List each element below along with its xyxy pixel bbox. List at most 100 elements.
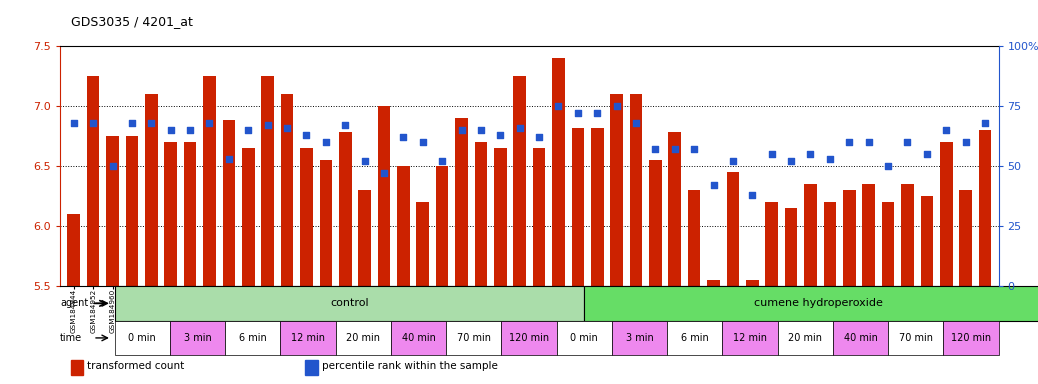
Bar — [552, 58, 565, 286]
Point — [124, 120, 140, 126]
Bar — [114, 286, 583, 321]
Bar — [668, 132, 681, 286]
Bar — [583, 286, 1038, 321]
Text: 3 min: 3 min — [184, 333, 212, 343]
Bar — [881, 202, 895, 286]
Bar — [358, 190, 371, 286]
Bar — [494, 148, 507, 286]
Text: 12 min: 12 min — [733, 333, 767, 343]
Bar — [556, 321, 611, 355]
Point — [861, 139, 877, 145]
Point — [744, 192, 761, 198]
Bar — [398, 166, 410, 286]
Point — [85, 120, 102, 126]
Bar — [106, 136, 118, 286]
Bar — [320, 160, 332, 286]
Point — [802, 151, 819, 157]
Bar — [765, 202, 778, 286]
Bar — [572, 127, 584, 286]
Bar — [184, 142, 196, 286]
Bar — [667, 321, 722, 355]
Point — [492, 132, 509, 138]
Point — [550, 103, 567, 109]
Bar — [501, 321, 556, 355]
Bar — [944, 321, 999, 355]
Point — [337, 122, 354, 128]
Bar — [170, 321, 225, 355]
Text: 120 min: 120 min — [509, 333, 549, 343]
Bar — [300, 148, 312, 286]
Point — [647, 146, 663, 152]
Bar — [889, 321, 944, 355]
Point — [240, 127, 256, 133]
Bar — [959, 190, 972, 286]
Point — [414, 139, 431, 145]
Point — [977, 120, 993, 126]
Text: 120 min: 120 min — [951, 333, 991, 343]
Point — [162, 127, 179, 133]
Point — [434, 158, 450, 164]
Bar — [921, 196, 933, 286]
Bar — [979, 130, 991, 286]
Bar — [71, 360, 83, 375]
Point — [957, 139, 974, 145]
Bar — [611, 321, 667, 355]
Text: 40 min: 40 min — [402, 333, 435, 343]
Text: 70 min: 70 min — [457, 333, 491, 343]
Bar — [67, 214, 80, 286]
Bar — [378, 106, 390, 286]
Bar — [804, 184, 817, 286]
Bar — [746, 280, 759, 286]
Bar — [722, 321, 777, 355]
Point — [628, 120, 645, 126]
Point — [822, 156, 839, 162]
Bar — [630, 94, 643, 286]
Text: 40 min: 40 min — [844, 333, 877, 343]
Point — [666, 146, 683, 152]
Bar — [203, 76, 216, 286]
Point — [589, 110, 605, 116]
Text: 6 min: 6 min — [681, 333, 709, 343]
Bar — [649, 160, 661, 286]
Bar — [514, 76, 526, 286]
Bar — [225, 321, 280, 355]
Point — [725, 158, 741, 164]
Bar — [610, 94, 623, 286]
Bar — [939, 142, 953, 286]
Bar — [591, 127, 603, 286]
Bar — [262, 76, 274, 286]
Bar — [823, 202, 837, 286]
Text: 0 min: 0 min — [129, 333, 156, 343]
Point — [512, 124, 528, 131]
Point — [570, 110, 586, 116]
Point — [260, 122, 276, 128]
Bar — [391, 321, 446, 355]
Bar — [436, 166, 448, 286]
Point — [763, 151, 780, 157]
Point — [65, 120, 82, 126]
Bar — [474, 142, 487, 286]
Bar — [688, 190, 701, 286]
Text: 20 min: 20 min — [788, 333, 822, 343]
Point — [472, 127, 489, 133]
Bar — [707, 280, 720, 286]
Point — [182, 127, 198, 133]
Bar — [532, 148, 545, 286]
Bar — [242, 148, 254, 286]
Text: 6 min: 6 min — [239, 333, 267, 343]
Point — [841, 139, 857, 145]
Point — [938, 127, 955, 133]
Bar — [126, 136, 138, 286]
Text: GDS3035 / 4201_at: GDS3035 / 4201_at — [71, 15, 192, 28]
Text: 12 min: 12 min — [291, 333, 325, 343]
Bar — [338, 132, 352, 286]
Text: 0 min: 0 min — [570, 333, 598, 343]
Point — [899, 139, 916, 145]
Bar — [843, 190, 855, 286]
Text: percentile rank within the sample: percentile rank within the sample — [322, 361, 497, 371]
Text: 70 min: 70 min — [899, 333, 933, 343]
Point — [356, 158, 373, 164]
Point — [880, 163, 897, 169]
Bar — [901, 184, 913, 286]
Bar — [114, 321, 170, 355]
